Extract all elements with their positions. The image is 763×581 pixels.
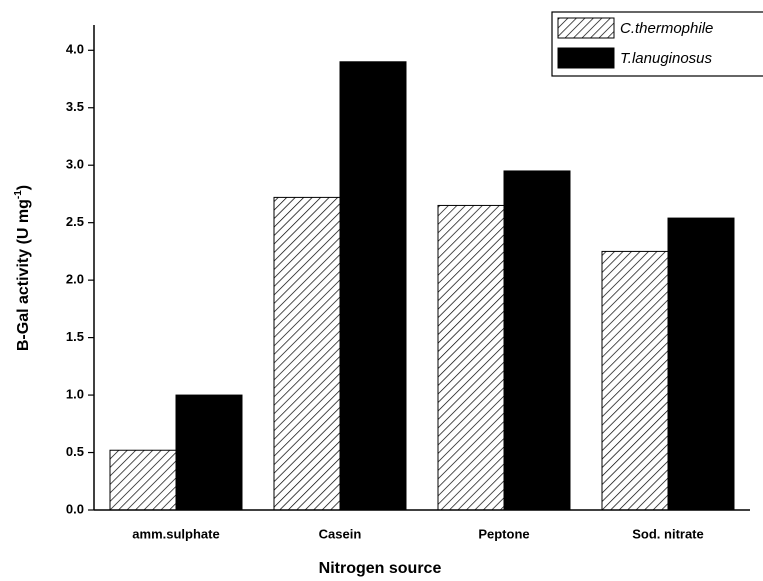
bar <box>437 204 505 511</box>
legend-swatch <box>557 17 615 39</box>
y-tick-label: 2.5 <box>66 214 84 229</box>
y-tick-label: 0.5 <box>66 444 84 459</box>
x-tick-label: amm.sulphate <box>132 526 219 541</box>
y-tick-label: 4.0 <box>66 42 84 57</box>
bar <box>109 449 177 511</box>
y-axis-title: B-Gal activity (U mg-1) <box>13 185 33 351</box>
y-tick-label: 1.5 <box>66 329 84 344</box>
y-title-text: B-Gal activity (U mg <box>15 199 32 351</box>
legend-label: C.thermophile <box>620 20 713 37</box>
bar <box>175 394 243 511</box>
x-tick-label: Casein <box>319 526 362 541</box>
y-tick-label: 0.0 <box>66 501 84 516</box>
y-tick-label: 3.5 <box>66 99 84 114</box>
y-tick-label: 2.0 <box>66 272 84 287</box>
bar <box>601 250 669 511</box>
bar <box>503 170 571 511</box>
y-title-sup: -1 <box>13 190 24 199</box>
x-tick-label: Sod. nitrate <box>632 526 704 541</box>
y-tick-label: 1.0 <box>66 387 84 402</box>
y-title-end: ) <box>15 185 32 190</box>
legend-swatch <box>557 47 615 69</box>
x-tick-label: Peptone <box>478 526 529 541</box>
bar <box>273 196 341 511</box>
legend-label: T.lanuginosus <box>620 50 713 67</box>
bar <box>667 217 735 511</box>
bar <box>339 61 407 511</box>
y-tick-label: 3.0 <box>66 157 84 172</box>
x-axis-title: Nitrogen source <box>319 560 442 577</box>
